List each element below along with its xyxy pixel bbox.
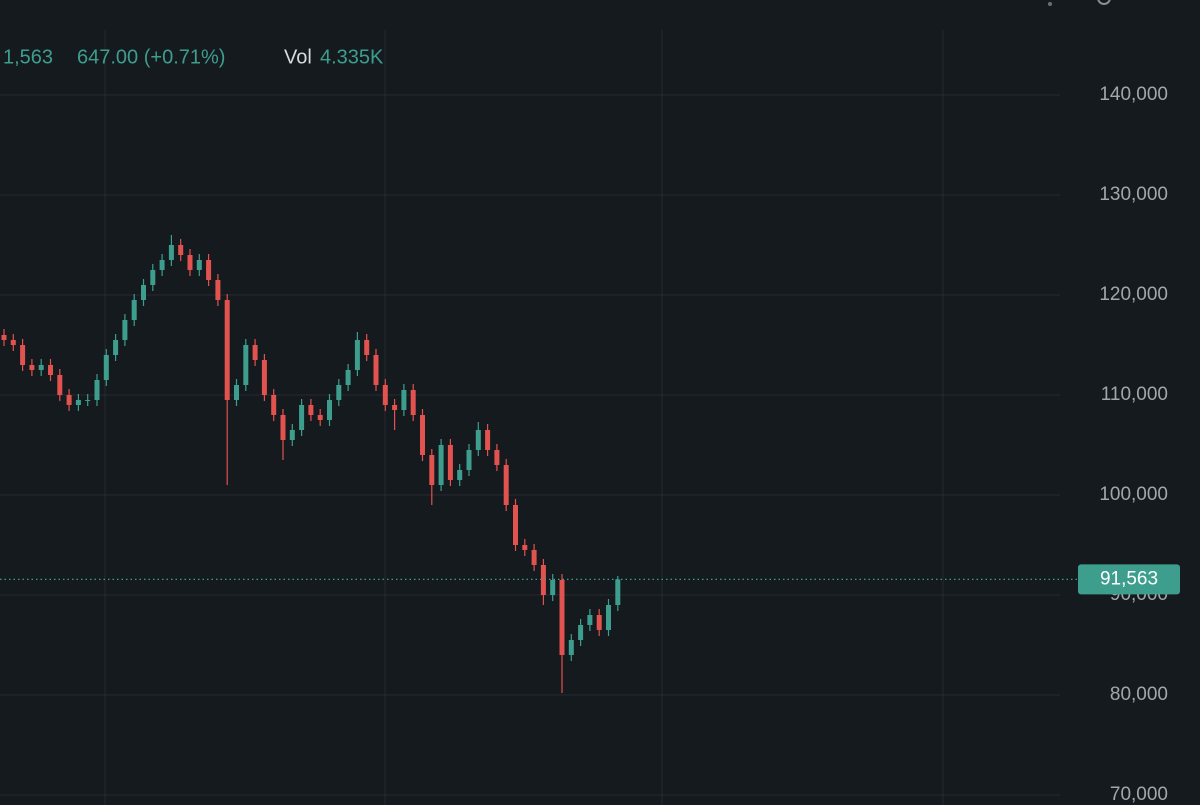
candles [1,235,621,693]
candle-body [66,395,72,405]
header-close: 1,563 [3,46,53,68]
candle-body [392,405,398,410]
last-price-tag [1078,564,1180,595]
candle-body [224,300,230,400]
candle-body [206,260,212,280]
y-tick-label: 80,000 [1110,684,1168,705]
candle-body [289,430,295,440]
toolbar-icon[interactable] [1048,2,1052,6]
candle-body [38,365,44,370]
grid: 70,00080,00090,000100,000110,000120,0001… [0,84,1168,805]
candle-body [75,400,81,405]
y-tick-label: 120,000 [1099,284,1168,305]
header-volume: 4.335K [320,46,384,68]
candle-body [113,340,119,355]
candle-body [373,355,379,385]
candle-body [596,615,602,630]
overlay: 91,563 [0,564,1180,595]
header-vol-label: Vol [284,46,312,68]
candle-body [168,245,174,260]
candle-body [568,640,574,655]
candle-body [178,245,184,255]
candle-body [1,335,7,340]
candle-body [29,365,35,370]
candle-body [280,415,286,440]
candle-body [531,550,537,565]
candle-body [131,300,137,320]
candle-body [317,415,323,420]
candle-body [187,255,193,270]
candle-body [94,380,100,400]
candle-body [10,340,16,345]
y-tick-label: 130,000 [1099,184,1168,205]
candle-body [364,340,370,355]
candle-body [494,450,500,465]
y-tick-label: 100,000 [1099,484,1168,505]
candle-body [243,345,249,385]
candle-body [382,385,388,405]
candle-body [20,345,26,365]
candle-body [503,465,509,505]
candle-body [150,270,156,285]
candle-body [466,450,472,470]
candle-body [48,365,53,375]
vertical-grid [104,30,944,805]
candle-body [271,395,277,415]
candle-body [141,285,146,300]
candle-body [354,340,360,370]
candle-body [327,400,332,420]
candle-body [401,390,407,410]
header: 1,563 647.00 (+0.71%) Vol 4.335K [3,46,384,68]
candle-body [550,580,556,595]
header-change: 647.00 (+0.71%) [77,46,225,68]
candle-body [615,579,621,605]
candle-body [103,355,109,380]
candle-body [308,405,314,415]
candle-body [215,280,221,300]
candle-body [345,370,351,385]
candle-body [261,360,267,395]
candle-body [559,580,565,655]
last-price-label: 91,563 [1100,568,1158,589]
candle-body [540,565,546,595]
candle-body [457,470,463,480]
candle-body [159,260,165,270]
candle-body [57,375,63,395]
candle-body [234,385,239,400]
candle-body [475,430,481,450]
y-tick-label: 140,000 [1099,84,1168,105]
candle-body [252,345,258,360]
candle-body [196,260,202,270]
candle-body [438,445,444,485]
candle-body [578,625,584,640]
search-icon[interactable] [1097,0,1111,5]
candle-body [85,400,91,401]
candle-body [299,405,305,430]
candle-body [420,415,425,455]
candle-body [513,505,518,545]
candle-body [410,390,416,415]
candle-body [122,320,128,340]
y-tick-label: 70,000 [1110,784,1168,805]
candle-body [336,385,342,400]
candle-body [429,455,435,485]
candle-body [447,445,453,480]
candle-body [522,545,528,550]
y-tick-label: 110,000 [1101,384,1168,405]
candle-body [485,430,491,450]
candle-body [587,615,593,625]
candle-body [606,605,611,630]
